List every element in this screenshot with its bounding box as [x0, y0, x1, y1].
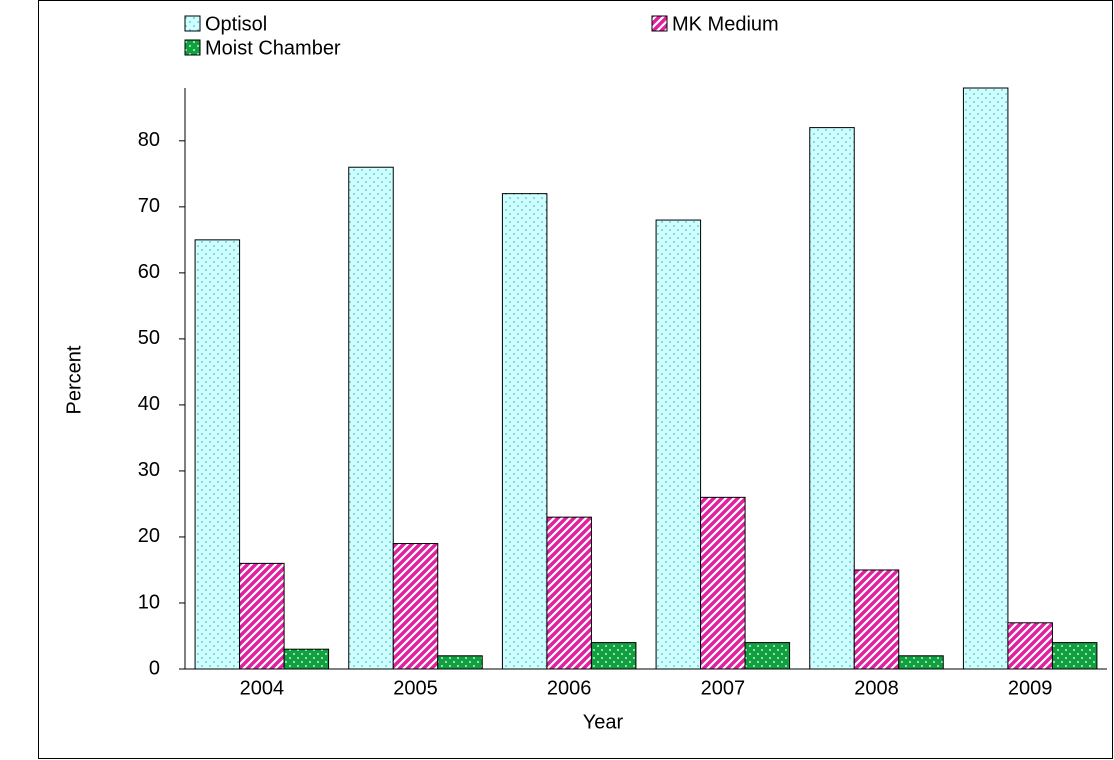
- x-tick-label: 2005: [393, 677, 438, 699]
- y-tick-label: 50: [138, 327, 160, 349]
- bar: [962, 87, 1009, 670]
- y-tick-label: 60: [138, 261, 160, 283]
- bar: [898, 655, 944, 670]
- bar: [348, 166, 394, 670]
- bar: [1007, 622, 1053, 670]
- bar: [239, 562, 285, 670]
- y-tick-label: 0: [149, 657, 160, 679]
- bar: [744, 642, 791, 670]
- x-tick-label: 2009: [1008, 677, 1053, 699]
- frame: [38, 0, 1113, 759]
- x-tick-label: 2008: [854, 677, 899, 699]
- y-tick-label: 10: [138, 591, 160, 613]
- y-tick-label: 70: [138, 195, 160, 217]
- bar: [392, 543, 439, 670]
- y-tick-label: 20: [138, 525, 160, 547]
- y-tick-label: 30: [138, 459, 160, 481]
- x-tick-label: 2007: [701, 677, 746, 699]
- y-tick-label: 80: [138, 129, 160, 151]
- bar: [283, 648, 330, 670]
- legend-swatch: [184, 39, 201, 56]
- bar: [546, 516, 592, 670]
- bar: [437, 655, 483, 670]
- x-tick-label: 2006: [547, 677, 592, 699]
- bar: [655, 219, 702, 670]
- y-axis-title: Percent: [63, 345, 85, 414]
- bar: [700, 496, 746, 670]
- bar: [590, 642, 637, 670]
- legend-label: Moist Chamber: [205, 37, 341, 59]
- legend-label: Optisol: [205, 13, 267, 35]
- bar: [809, 127, 855, 670]
- legend-swatch: [651, 15, 668, 32]
- bar: [501, 193, 548, 670]
- legend-label: MK Medium: [672, 13, 779, 35]
- y-tick-label: 40: [138, 393, 160, 415]
- x-tick-label: 2004: [240, 677, 285, 699]
- legend-swatch: [184, 15, 201, 32]
- bar: [194, 239, 241, 670]
- bar: [853, 569, 900, 670]
- bar: [1051, 642, 1098, 670]
- x-axis-title: Year: [583, 711, 624, 733]
